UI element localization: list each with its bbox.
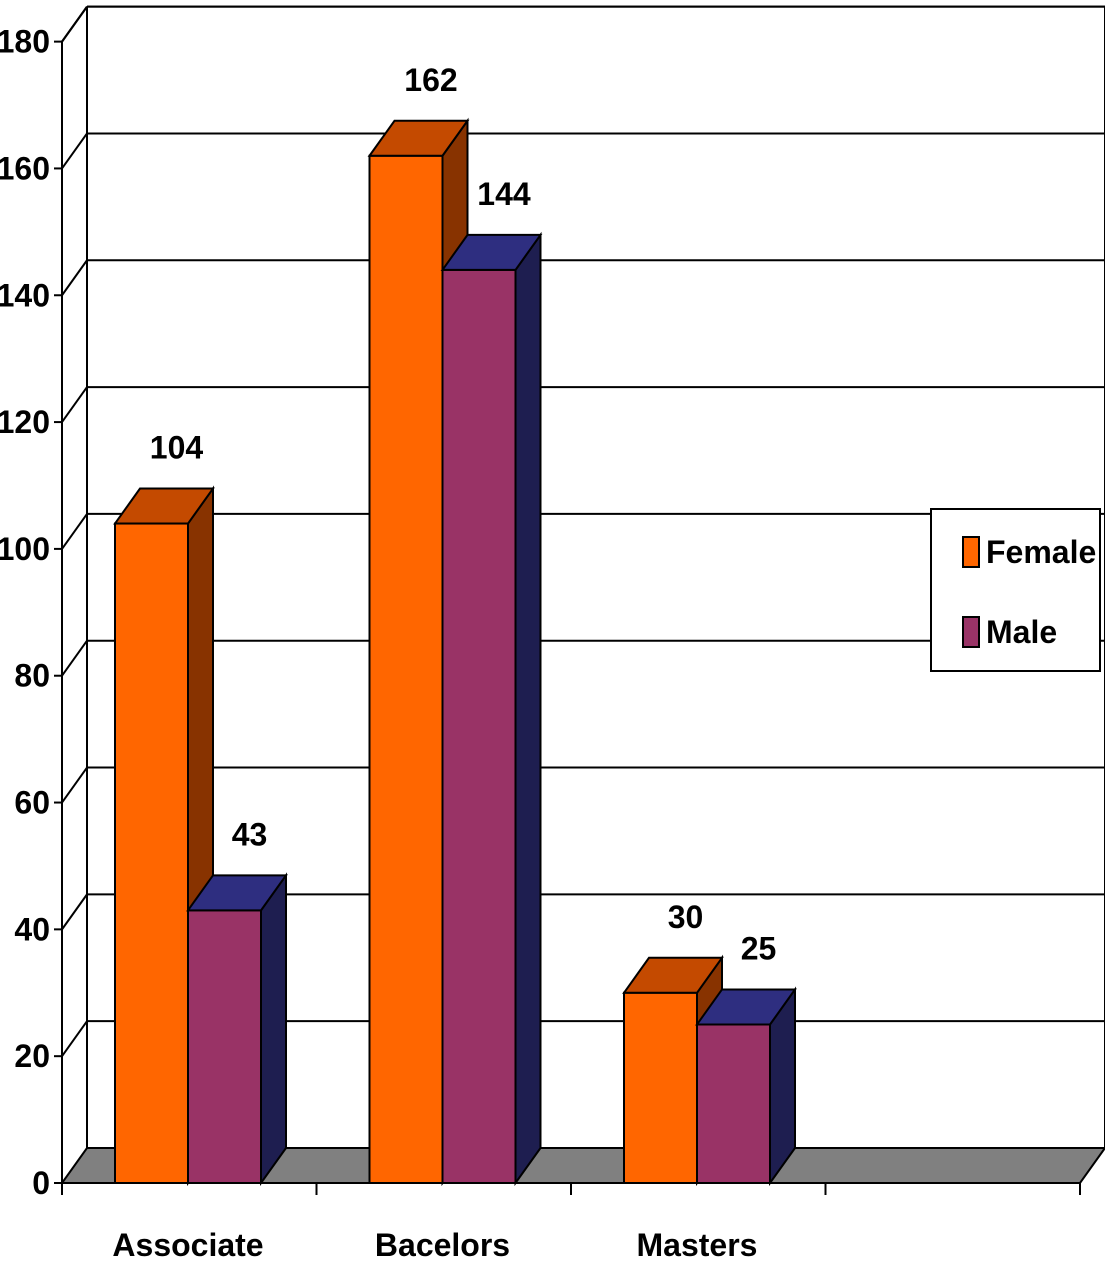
bar-front	[441, 268, 517, 1184]
bar-male-masters	[695, 986, 797, 1187]
y-tick-label: 80	[14, 658, 50, 694]
bar-male-associate	[186, 872, 288, 1187]
bar-top	[186, 874, 288, 912]
bar-front	[623, 991, 698, 1185]
bars	[113, 117, 797, 1187]
bar-top	[622, 956, 724, 994]
y-tick-label: 120	[0, 404, 50, 440]
y-tick-label: 60	[14, 785, 50, 821]
bar-male-bacelors	[440, 231, 543, 1187]
y-tick-label: 40	[14, 911, 50, 947]
bar-front	[187, 909, 262, 1184]
legend-swatch-male	[962, 616, 980, 648]
y-axis-ticks: 0 20 40 60 80 100 120 140 160 180	[0, 24, 62, 1201]
legend-swatch-female	[962, 536, 980, 568]
bar-front	[696, 1023, 771, 1184]
x-category-label: Associate	[112, 1227, 263, 1263]
legend: Female Male	[930, 508, 1101, 672]
bar-top	[113, 487, 215, 525]
y-tick-label: 180	[0, 24, 50, 60]
data-label: 162	[404, 62, 457, 98]
gridline-side	[61, 893, 88, 930]
bar-side	[260, 872, 287, 1187]
data-labels: 104 43 162 144 30 25	[150, 62, 776, 967]
gridline-side	[61, 386, 88, 423]
data-label: 144	[477, 176, 531, 212]
data-label: 30	[668, 899, 704, 935]
bar-top	[367, 119, 470, 157]
bar-side	[514, 231, 542, 1187]
bar-top	[695, 988, 797, 1026]
y-tick-label: 20	[14, 1038, 50, 1074]
data-label: 25	[741, 930, 777, 966]
y-tick-label: 140	[0, 277, 50, 313]
gridline-side	[61, 513, 88, 550]
gridline-side	[61, 766, 88, 804]
gridline-side	[61, 6, 88, 43]
gridline-side	[61, 640, 88, 677]
gridline-side	[61, 1020, 88, 1057]
y-tick-label: 0	[32, 1165, 50, 1201]
y-tick-label: 160	[0, 150, 50, 186]
legend-label-female: Female	[986, 534, 1096, 570]
legend-box	[930, 508, 1101, 672]
legend-label-male: Male	[986, 614, 1057, 650]
data-label: 104	[150, 430, 204, 466]
gridline-side	[61, 132, 88, 170]
x-category-label: Bacelors	[375, 1227, 510, 1263]
data-label: 43	[232, 816, 268, 852]
bar-top	[440, 233, 543, 271]
x-axis-categories: Associate Bacelors Masters	[112, 1227, 757, 1263]
gridline-side	[61, 259, 88, 296]
x-category-label: Masters	[637, 1227, 758, 1263]
y-tick-label: 100	[0, 531, 50, 567]
bar-front	[114, 522, 189, 1184]
bar-front	[368, 154, 444, 1184]
